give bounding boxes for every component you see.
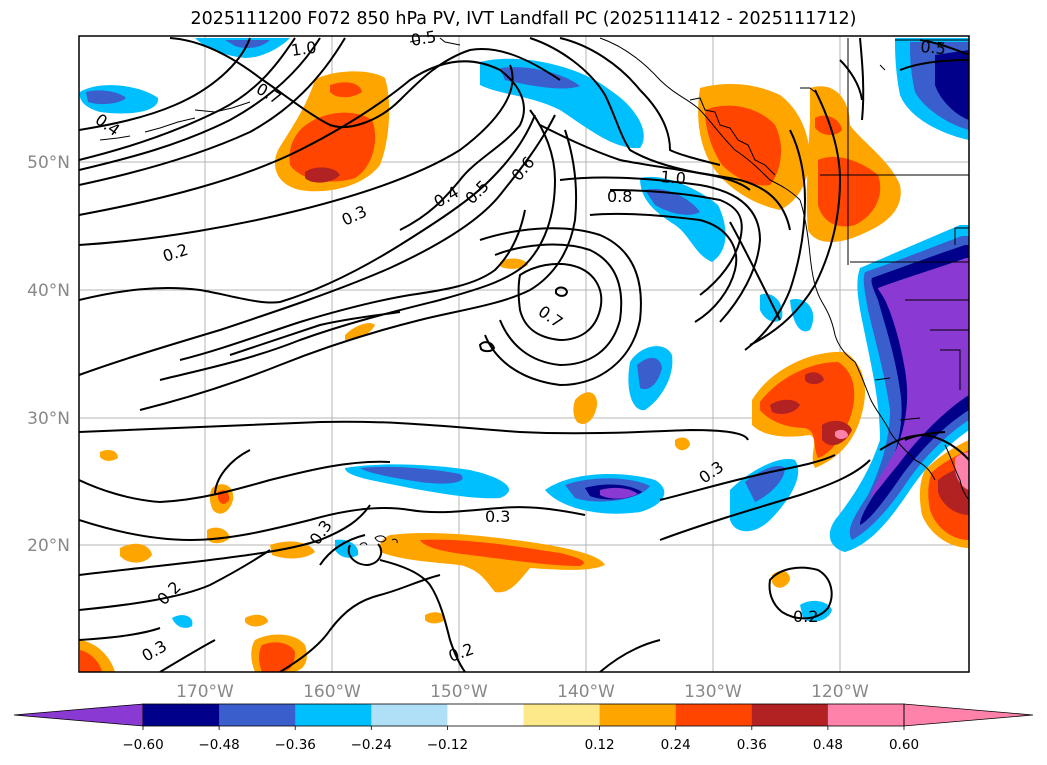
colorbar-tick-label: 0.24 — [661, 737, 691, 753]
contour-label: 1.0 — [290, 38, 318, 60]
contour-label: 0.8 — [607, 187, 632, 206]
lon-label-140w: 140°W — [557, 682, 615, 702]
map-frame — [78, 35, 970, 673]
colorbar-tick-label: −0.60 — [122, 737, 163, 753]
colorbar-tick-label: 0.36 — [737, 737, 767, 753]
lon-label-150w: 150°W — [430, 682, 488, 702]
contour-label: 1.0 — [660, 167, 687, 188]
negative-ivt-regions — [79, 38, 969, 628]
lat-label-20n: 20°N — [27, 536, 70, 556]
colorbar-extend-min — [13, 703, 144, 727]
colorbar-extend-max — [903, 703, 1034, 727]
latitude-labels: 50°N 40°N 30°N 20°N — [27, 153, 70, 556]
blue-region-top — [195, 38, 290, 58]
positive-ivt-regions — [80, 71, 969, 672]
lat-label-50n: 50°N — [27, 153, 70, 173]
contour-label: 0.5 — [920, 37, 947, 58]
lat-label-40n: 40°N — [27, 281, 70, 301]
pv-contours — [79, 37, 969, 672]
colorbar-segment — [523, 704, 601, 726]
contour-label: 0.3 — [485, 507, 510, 526]
colorbar-tick-label: −0.48 — [198, 737, 239, 753]
colorbar-tick-label: 0.12 — [585, 737, 615, 753]
colorbar-segment — [295, 704, 372, 726]
coastlines — [99, 37, 969, 546]
contour-label: 0.2 — [793, 607, 818, 626]
colorbar-segment — [371, 704, 448, 726]
lon-label-160w: 160°W — [303, 682, 361, 702]
colorbar-frame — [142, 703, 905, 727]
colorbar-tick-label: 0.48 — [813, 737, 843, 753]
colorbar-segment — [219, 704, 296, 726]
colorbar-tick-label: −0.24 — [351, 737, 392, 753]
colorbar-tick-label: −0.36 — [275, 737, 316, 753]
lon-label-130w: 130°W — [684, 682, 742, 702]
longitude-labels: 170°W 160°W 150°W 140°W 130°W 120°W — [176, 682, 869, 702]
colorbar-segment — [675, 704, 753, 726]
colorbar-segment — [143, 704, 220, 726]
map-title: 2025111200 F072 850 hPa PV, IVT Landfall… — [190, 9, 857, 29]
lon-label-120w: 120°W — [811, 682, 869, 702]
colorbar-tick-label: −0.12 — [427, 737, 468, 753]
colorbar-tick-label: 0.60 — [889, 737, 919, 753]
lon-label-170w: 170°W — [176, 682, 234, 702]
colorbar-segment — [827, 704, 905, 726]
colorbar-segment — [447, 704, 524, 726]
colorbar-ticks — [142, 726, 905, 730]
colorbar: −0.60 −0.48 −0.36 −0.24 −0.12 0.12 0.24 0.36 0.4… — [13, 703, 1034, 753]
colorbar-tick-labels: −0.60 −0.48 −0.36 −0.24 −0.12 0.12 0.24 0.36 0.4… — [122, 737, 919, 753]
contour-label: 0.5 — [409, 27, 437, 50]
colorbar-segment — [599, 704, 677, 726]
colorbar-segments — [13, 703, 1034, 727]
colorbar-segment — [751, 704, 829, 726]
lat-label-30n: 30°N — [27, 409, 70, 429]
